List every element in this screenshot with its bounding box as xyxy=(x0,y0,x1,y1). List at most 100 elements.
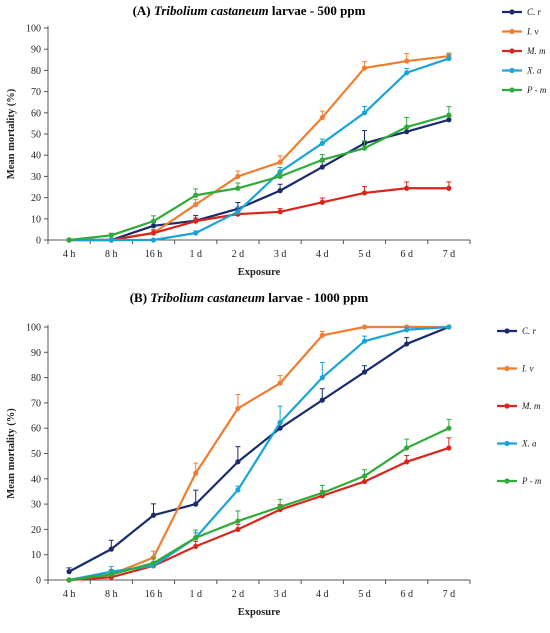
legend-label: I. v xyxy=(521,364,534,374)
data-point xyxy=(108,232,114,238)
y-tick-label: 10 xyxy=(31,214,41,225)
data-point xyxy=(150,230,157,236)
legend-swatch-marker xyxy=(509,28,515,35)
chart-title-part: Tribolium castaneum xyxy=(150,290,265,305)
data-point xyxy=(361,473,368,479)
y-tick-label: 20 xyxy=(31,525,41,536)
data-point xyxy=(404,70,410,76)
legend-label: P - m xyxy=(526,85,547,95)
data-point xyxy=(361,369,368,375)
y-tick-label: 90 xyxy=(31,45,41,56)
x-tick-label: 16 h xyxy=(145,589,163,600)
x-tick-label: 5 d xyxy=(358,589,371,600)
y-tick-label: 60 xyxy=(31,424,41,435)
y-tick-label: 0 xyxy=(36,236,41,247)
legend-swatch-marker xyxy=(504,328,510,334)
legend-swatch-marker xyxy=(509,48,515,54)
data-point xyxy=(277,504,283,510)
data-point xyxy=(361,190,368,196)
data-point xyxy=(235,185,241,191)
data-point xyxy=(235,405,241,412)
legend-label: I. v xyxy=(526,27,539,37)
x-axis-label: Exposure xyxy=(238,607,281,618)
x-axis-label: Exposure xyxy=(238,267,281,278)
y-tick-label: 70 xyxy=(31,87,41,98)
x-tick-label: 2 d xyxy=(232,589,245,600)
data-point xyxy=(277,380,283,386)
data-point xyxy=(319,164,325,170)
data-point xyxy=(193,470,199,476)
data-point xyxy=(446,112,452,118)
data-point xyxy=(150,218,157,224)
data-point xyxy=(235,526,241,533)
data-point xyxy=(319,490,325,496)
legend-swatch-marker xyxy=(504,478,510,484)
series-x-a xyxy=(66,53,452,243)
legend-label: X. a xyxy=(526,66,542,76)
y-tick-label: 80 xyxy=(31,66,41,77)
data-point xyxy=(446,185,452,191)
data-point xyxy=(150,237,157,243)
legend-label: C. r xyxy=(527,7,542,17)
y-tick-label: 30 xyxy=(31,500,41,511)
legend-label: X. a xyxy=(521,439,537,449)
data-point xyxy=(277,159,283,165)
y-tick-label: 40 xyxy=(31,474,41,485)
x-tick-label: 4 d xyxy=(316,249,329,260)
data-point xyxy=(446,117,452,123)
data-point xyxy=(66,577,72,583)
data-point xyxy=(66,569,72,575)
series-line xyxy=(69,118,450,242)
x-tick-label: 4 h xyxy=(63,249,76,260)
data-point xyxy=(66,237,72,243)
data-point xyxy=(235,518,241,524)
data-point xyxy=(446,425,452,431)
legend-swatch-marker xyxy=(509,67,515,74)
data-point xyxy=(108,546,114,552)
y-tick-label: 20 xyxy=(31,193,41,204)
series-m-m xyxy=(66,437,452,583)
data-point xyxy=(404,327,410,333)
x-tick-label: 5 d xyxy=(358,249,371,260)
data-point xyxy=(361,478,368,485)
legend-label: M. m xyxy=(521,401,541,411)
data-point xyxy=(235,173,241,179)
y-tick-label: 100 xyxy=(26,323,41,334)
data-point xyxy=(446,324,452,330)
data-point xyxy=(193,230,199,236)
data-point xyxy=(193,501,199,507)
x-tick-label: 1 d xyxy=(189,589,202,600)
data-point xyxy=(319,157,325,163)
data-point xyxy=(150,512,157,518)
x-tick-label: 4 h xyxy=(63,589,76,600)
data-point xyxy=(277,173,283,179)
series-line xyxy=(69,187,449,242)
y-tick-label: 40 xyxy=(31,151,41,162)
data-point xyxy=(404,129,410,135)
data-point xyxy=(193,218,199,224)
y-tick-label: 60 xyxy=(31,108,41,119)
x-tick-label: 7 d xyxy=(443,249,456,260)
data-point xyxy=(235,487,241,493)
data-point xyxy=(108,237,114,243)
data-point xyxy=(277,420,283,426)
series-p-m xyxy=(66,418,452,583)
data-point xyxy=(361,110,368,116)
chart-panel-b: (B) Tribolium castaneum larvae - 1000 pp… xyxy=(6,290,542,618)
data-point xyxy=(319,375,325,381)
y-tick-label: 90 xyxy=(31,348,41,359)
x-tick-label: 3 d xyxy=(274,249,287,260)
legend-label: P - m xyxy=(521,476,542,486)
chart-title: (A) Tribolium castaneum larvae - 500 ppm xyxy=(133,3,366,18)
legend-label: M. m xyxy=(526,46,546,56)
legend-swatch-marker xyxy=(509,9,515,15)
data-point xyxy=(319,397,325,403)
data-point xyxy=(446,55,452,62)
chart-title-part: larvae - 1000 ppm xyxy=(265,290,368,305)
data-point xyxy=(404,341,410,347)
y-tick-label: 100 xyxy=(26,24,41,35)
chart-title-part: (B) xyxy=(130,290,151,305)
data-point xyxy=(404,445,410,451)
x-tick-label: 8 h xyxy=(105,589,118,600)
